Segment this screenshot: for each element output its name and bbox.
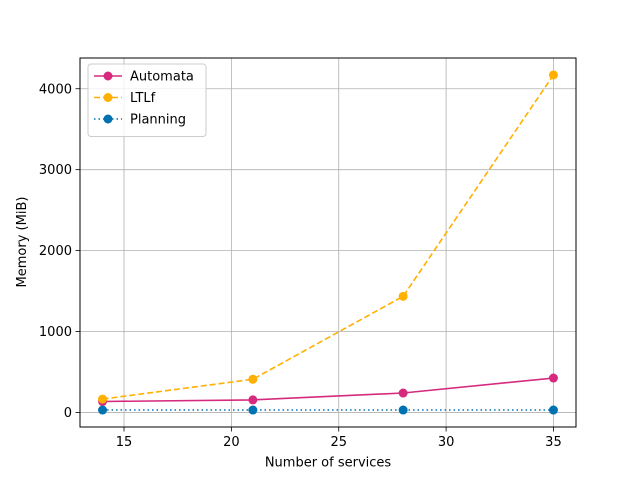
data-point-ltlf (548, 70, 558, 80)
axes: 15 20 25 30 35 0 1000 2000 3000 4000 (39, 57, 577, 450)
legend-marker-automata (103, 71, 113, 81)
series-planning (98, 405, 558, 415)
data-point-automata (548, 373, 558, 383)
x-tick-label: 30 (438, 435, 455, 450)
x-axis-label: Number of services (265, 456, 392, 471)
legend-item-ltlf: LTLf (94, 91, 156, 106)
data-point-ltlf (98, 394, 108, 404)
data-point-ltlf (248, 374, 258, 384)
legend-label-automata: Automata (130, 70, 194, 85)
x-tick-label: 15 (116, 435, 133, 450)
y-tick-label: 1000 (39, 325, 72, 340)
y-axis-label: Memory (MiB) (15, 197, 30, 288)
plot-frame (79, 57, 577, 428)
series-ltlf (98, 70, 558, 404)
series-line-automata (102, 377, 554, 403)
y-tick-label: 3000 (39, 163, 72, 178)
series-line-ltlf (102, 74, 555, 400)
y-tick-label: 0 (64, 406, 72, 421)
legend-item-planning: Planning (94, 113, 186, 128)
grid-lines (80, 58, 576, 427)
x-tick-label: 25 (330, 435, 347, 450)
series-layer (98, 70, 558, 415)
y-tick-label: 2000 (39, 244, 72, 259)
data-point-automata (248, 395, 258, 405)
data-point-ltlf (398, 291, 408, 301)
data-point-planning (398, 405, 408, 415)
x-tick-label: 20 (223, 435, 240, 450)
legend-item-automata: Automata (94, 70, 194, 85)
legend-marker-ltlf (103, 93, 113, 102)
legend-marker-planning (103, 114, 113, 124)
legend-label-ltlf: LTLf (130, 91, 156, 106)
data-point-planning (548, 405, 558, 415)
legend-label-planning: Planning (130, 113, 186, 128)
x-tick-label: 35 (545, 435, 562, 450)
data-point-planning (248, 405, 258, 415)
y-tick-label: 4000 (39, 82, 72, 97)
data-point-automata (398, 388, 408, 398)
legend: Automata LTLf Planning (87, 63, 207, 137)
data-point-planning (98, 405, 108, 415)
